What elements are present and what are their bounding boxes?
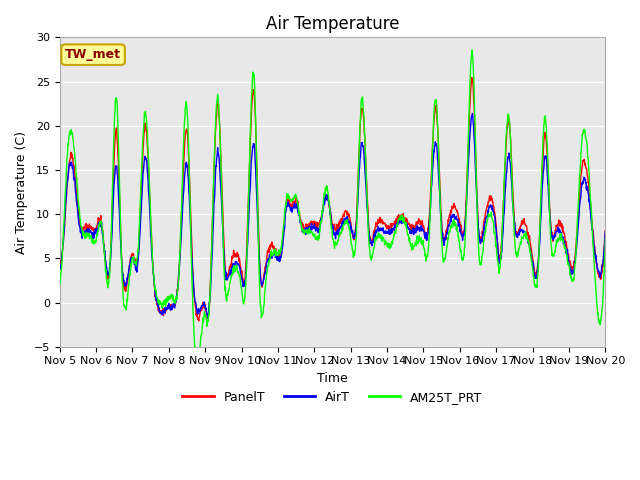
AirT [468,110,476,116]
AirT [288,204,296,210]
PanelT [299,228,307,234]
AirT [120,278,128,284]
AM25T_PRT [193,358,201,364]
AirT [204,315,211,321]
PanelT [367,236,374,241]
PanelT [309,220,317,226]
Line: PanelT: PanelT [60,78,605,321]
Y-axis label: Air Temperature (C): Air Temperature (C) [15,131,28,253]
PanelT [98,223,106,228]
AirT [309,225,317,231]
X-axis label: Time: Time [317,372,348,385]
Text: TW_met: TW_met [65,48,121,61]
AM25T_PRT [98,223,106,228]
AM25T_PRT [288,197,296,203]
AM25T_PRT [602,236,609,241]
PanelT [195,318,202,324]
AM25T_PRT [309,232,317,238]
AM25T_PRT [299,228,307,234]
PanelT [56,259,63,265]
AirT [367,237,374,243]
Line: AM25T_PRT: AM25T_PRT [60,50,605,361]
Line: AirT: AirT [60,113,605,318]
AirT [56,263,63,269]
PanelT [602,228,609,234]
AirT [98,226,106,232]
AM25T_PRT [367,254,374,260]
PanelT [120,283,128,288]
AM25T_PRT [468,48,476,53]
Legend: PanelT, AirT, AM25T_PRT: PanelT, AirT, AM25T_PRT [177,385,488,408]
AirT [299,228,307,234]
AM25T_PRT [120,303,128,309]
AM25T_PRT [56,281,63,287]
Title: Air Temperature: Air Temperature [266,15,399,33]
PanelT [468,75,476,81]
PanelT [288,203,296,208]
AirT [602,229,609,235]
